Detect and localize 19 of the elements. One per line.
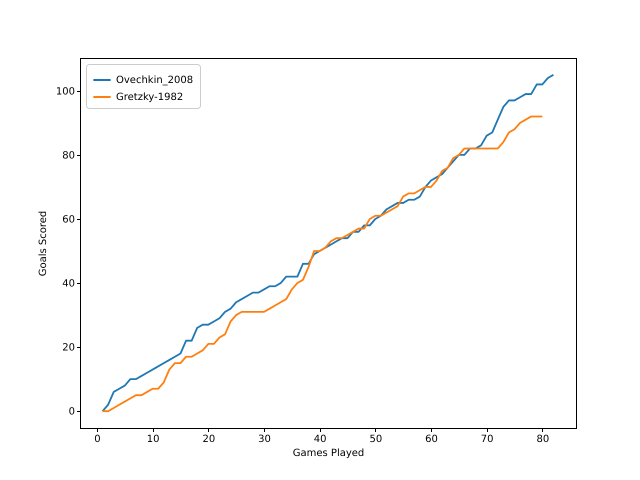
x-tick-label: 20 <box>202 434 216 445</box>
y-tick-label: 20 <box>62 342 75 354</box>
y-tick-label: 80 <box>62 150 75 162</box>
x-tick-label: 40 <box>314 434 327 445</box>
y-axis-title: Goals Scored <box>38 210 49 276</box>
y-tick-label: 100 <box>56 86 75 98</box>
x-tick-label: 10 <box>146 434 160 445</box>
x-tick-label: 50 <box>369 434 382 445</box>
x-tick-label: 30 <box>258 434 271 445</box>
y-tick-label: 60 <box>62 214 75 226</box>
x-tick-label: 0 <box>94 434 101 445</box>
y-tick-label: 0 <box>68 406 75 418</box>
x-tick-label: 70 <box>480 434 494 445</box>
legend-label: Gretzky-1982 <box>116 92 184 103</box>
x-tick-label: 80 <box>536 434 550 445</box>
legend-label: Ovechkin_2008 <box>116 75 194 86</box>
x-axis-title: Games Played <box>292 448 364 459</box>
x-tick-label: 60 <box>425 434 438 445</box>
y-tick-label: 40 <box>62 278 75 290</box>
